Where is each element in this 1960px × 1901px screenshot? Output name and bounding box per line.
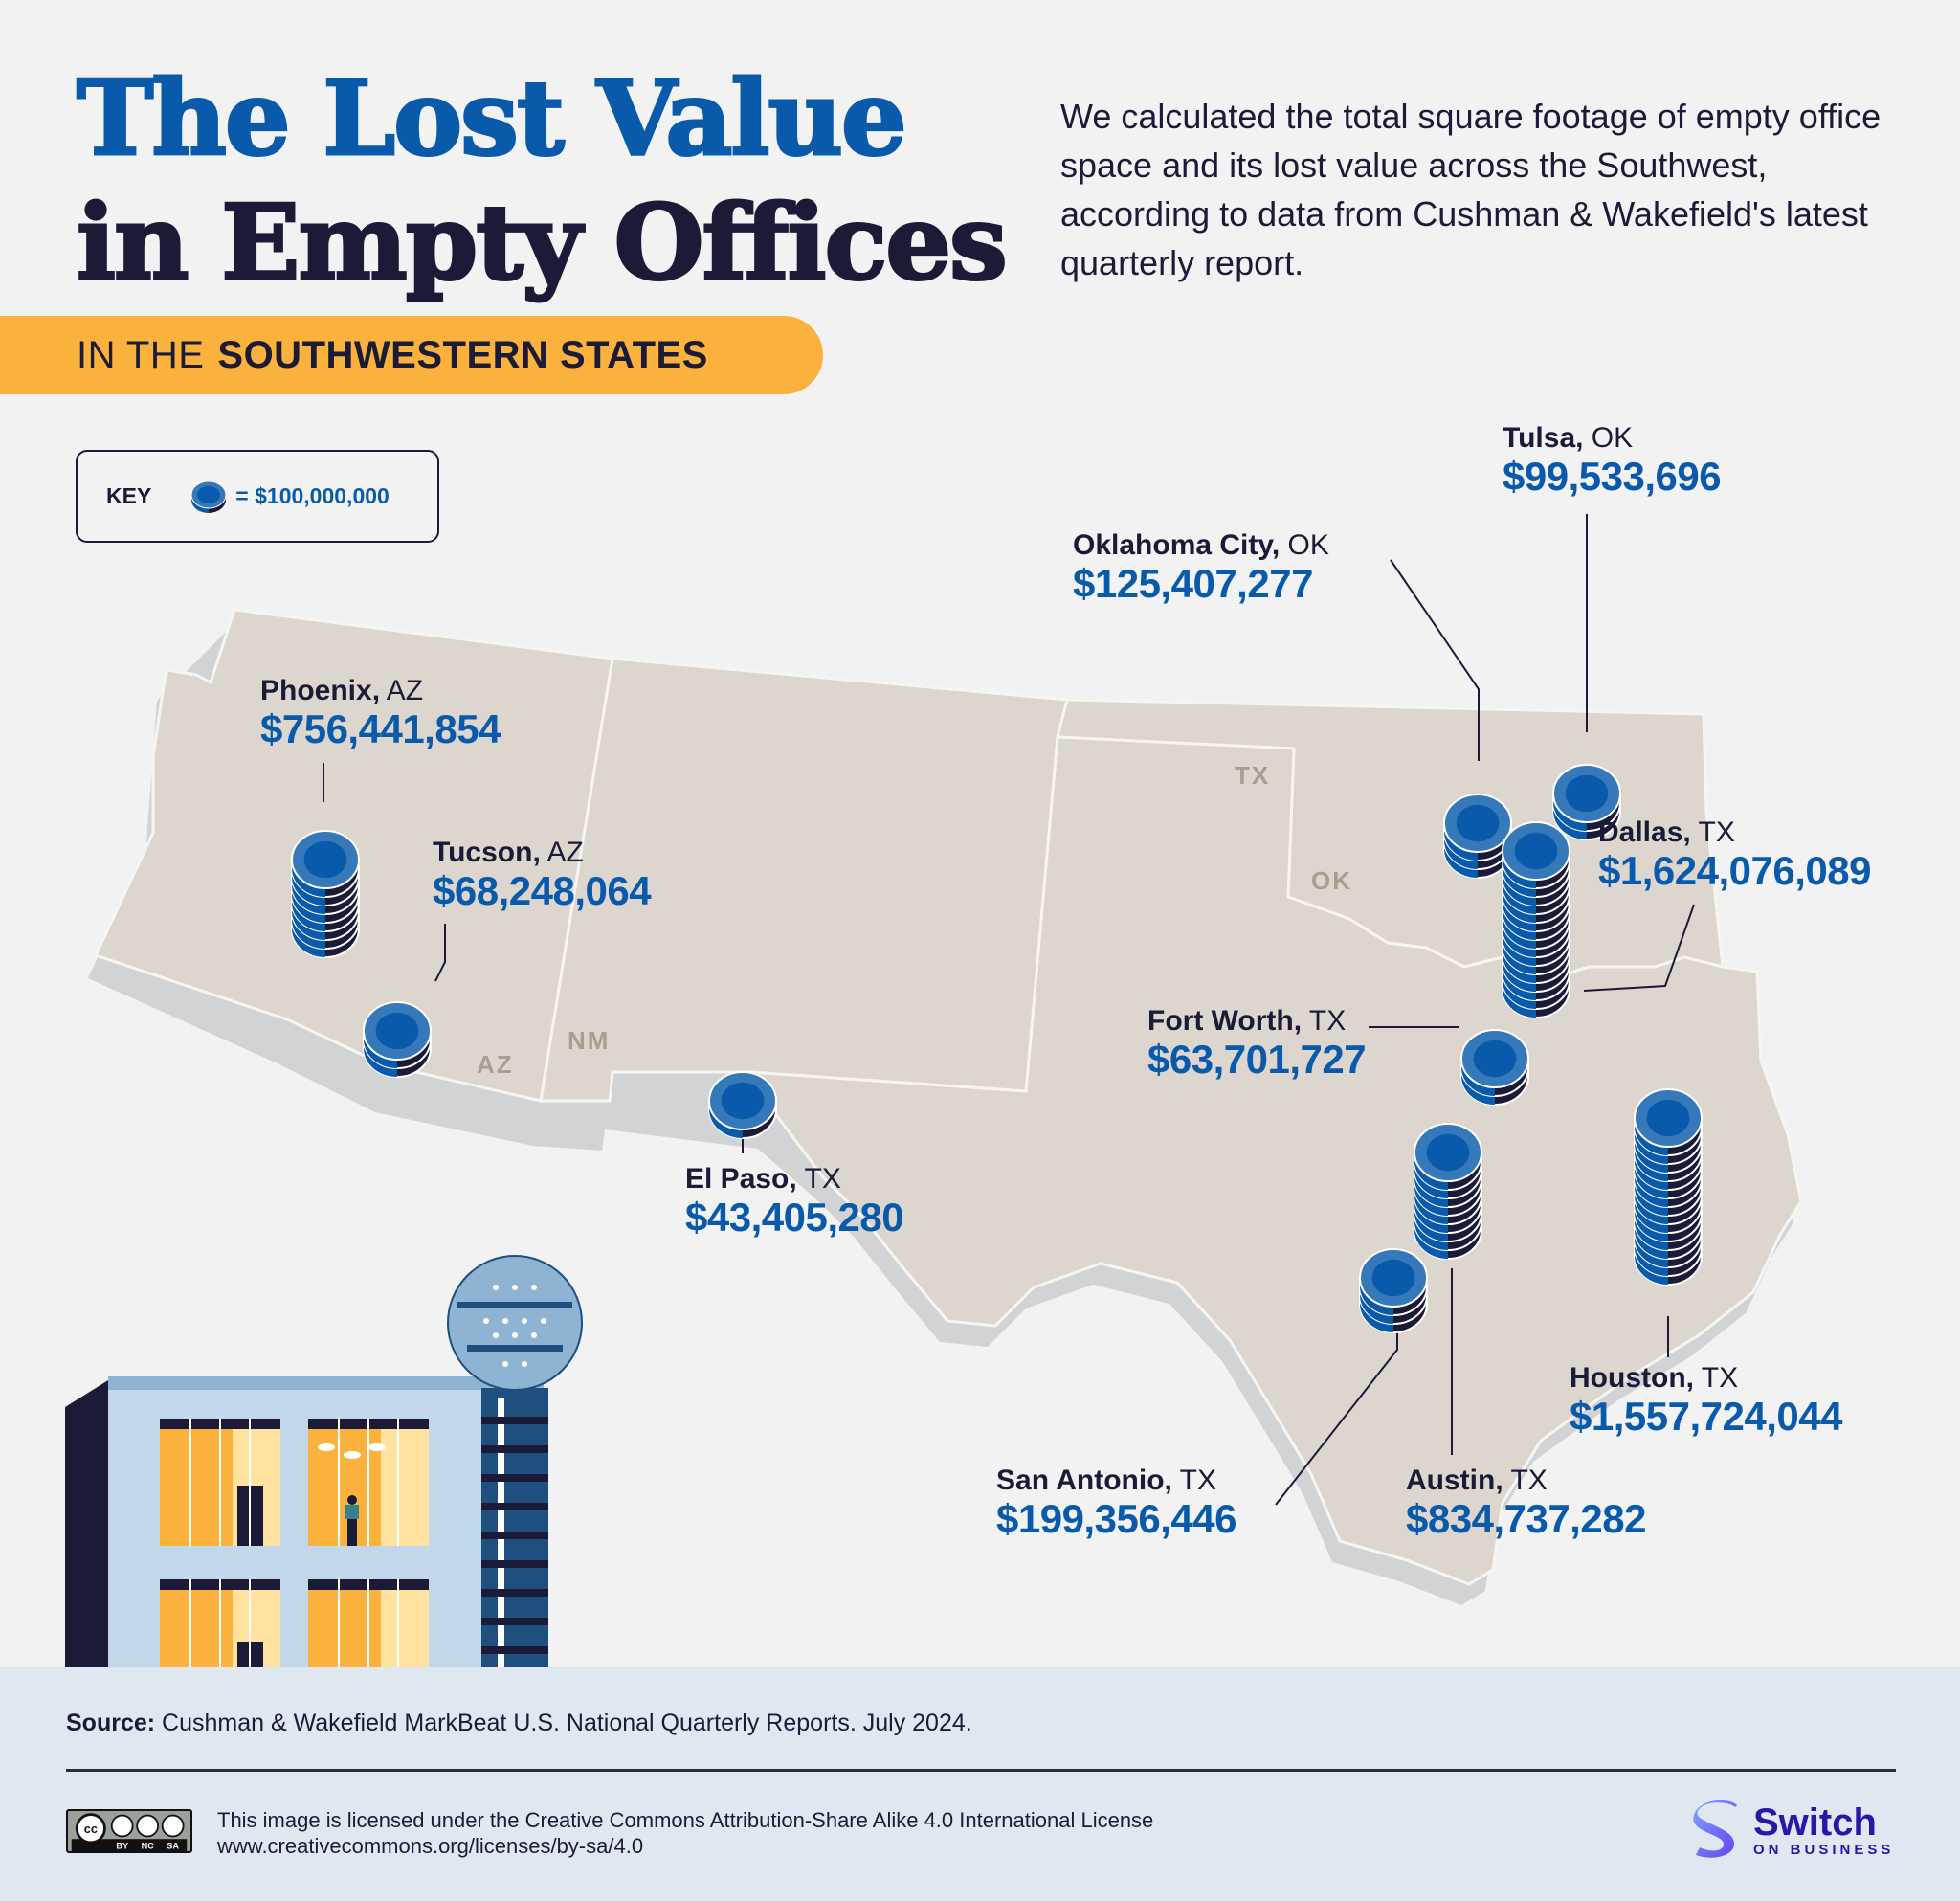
city-value: $99,533,696 [1503, 454, 1722, 499]
source-label: Source: [66, 1710, 156, 1736]
footer-divider [66, 1769, 1896, 1772]
city-name: Fort Worth, TX [1147, 1005, 1347, 1037]
city-name: San Antonio, TX [996, 1465, 1217, 1496]
state-label-nm: NM [568, 1026, 611, 1055]
city-value: $68,248,064 [433, 868, 652, 913]
city-label-tucson: Tucson, AZ $68,248,064 [433, 837, 652, 913]
city-name: Oklahoma City, OK [1073, 529, 1329, 561]
coin-stack-tulsa [1552, 764, 1621, 840]
city-value: $199,356,446 [996, 1496, 1236, 1541]
switch-logo-icon [1693, 1800, 1737, 1858]
office-windows [160, 1419, 429, 1667]
city-label-oklahoma-city: Oklahoma City, OK $125,407,277 [1073, 529, 1329, 606]
title-line-1: The Lost Value [76, 58, 909, 179]
city-name: Tucson, AZ [433, 837, 584, 868]
map-states [93, 608, 1803, 1586]
city-label-austin: Austin, TX $834,737,282 [1406, 1465, 1646, 1541]
city-name: Tulsa, OK [1503, 422, 1634, 454]
page-title: The Lost Value in Empty Offices [76, 58, 1010, 303]
city-label-fort-worth: Fort Worth, TX $63,701,727 [1147, 1005, 1367, 1082]
city-name: El Paso, TX [685, 1163, 841, 1195]
svg-text:NC: NC [142, 1841, 155, 1850]
city-value: $1,557,724,044 [1570, 1394, 1842, 1439]
city-label-san-antonio: San Antonio, TX $199,356,446 [996, 1465, 1236, 1541]
coin-stack-oklahoma-city [1443, 794, 1512, 879]
city-label-el-paso: El Paso, TX $43,405,280 [685, 1163, 904, 1240]
brand-logo[interactable]: Switch ON BUSINESS [1692, 1800, 1894, 1861]
sa-icon [161, 1814, 185, 1838]
subtitle-banner: IN THE SOUTHWESTERN STATES [0, 316, 823, 394]
license-text: This image is licensed under the Creativ… [217, 1807, 1153, 1859]
city-name: Houston, TX [1570, 1362, 1739, 1394]
building-side [65, 1380, 108, 1667]
state-label-ok: OK [1311, 866, 1352, 895]
subtitle-thin: IN THE [77, 333, 205, 376]
city-value: $756,441,854 [260, 706, 501, 751]
coin-stack-el-paso [708, 1071, 777, 1139]
svg-text:cc: cc [84, 1822, 98, 1836]
coin-stack-san-antonio [1359, 1248, 1428, 1333]
state-texas [747, 735, 1803, 1586]
state-label-tx: TX [1235, 761, 1271, 790]
building-illustration [65, 1255, 583, 1667]
svg-text:BY: BY [116, 1841, 128, 1850]
coin-stack-fort-worth [1460, 1029, 1529, 1106]
creative-commons-badge[interactable]: cc BY NC SA [66, 1809, 192, 1853]
footer [0, 1667, 1960, 1901]
city-label-tulsa: Tulsa, OK $99,533,696 [1503, 422, 1722, 499]
coin-stack-phoenix [291, 830, 360, 958]
coin-stack-dallas [1502, 821, 1570, 1018]
city-label-houston: Houston, TX $1,557,724,044 [1570, 1362, 1842, 1439]
city-value: $43,405,280 [685, 1195, 904, 1240]
source-note: Source: Cushman & Wakefield MarkBeat U.S… [66, 1710, 972, 1737]
source-text: Cushman & Wakefield MarkBeat U.S. Nation… [162, 1710, 972, 1736]
city-label-dallas: Dallas, TX $1,624,076,089 [1598, 816, 1871, 893]
key-value: = $100,000,000 [235, 483, 390, 508]
svg-text:SA: SA [167, 1841, 179, 1850]
coin-stack-tucson [363, 1001, 432, 1078]
brand-name: Switch [1753, 1800, 1877, 1844]
city-name: Phoenix, AZ [260, 675, 424, 706]
license-url[interactable]: www.creativecommons.org/licenses/by-sa/4… [217, 1834, 644, 1858]
coin-stacks [291, 764, 1703, 1333]
state-label-az: AZ [477, 1050, 514, 1079]
title-line-2: in Empty Offices [76, 183, 1010, 303]
city-name: Austin, TX [1406, 1465, 1548, 1496]
city-label-phoenix: Phoenix, AZ $756,441,854 [260, 675, 501, 751]
city-value: $125,407,277 [1073, 561, 1313, 606]
subtitle-bold: SOUTHWESTERN STATES [217, 333, 708, 376]
nc-icon [136, 1814, 160, 1838]
legend-key: KEY = $100,000,000 [76, 450, 439, 543]
city-value: $63,701,727 [1147, 1037, 1367, 1082]
intro-text: We calculated the total square footage o… [1060, 97, 1882, 282]
pendant-lights [318, 1443, 386, 1459]
reunion-tower [447, 1255, 583, 1667]
coin-stack-houston [1634, 1088, 1703, 1286]
license-line-1: This image is licensed under the Creativ… [217, 1808, 1154, 1832]
person-figure [345, 1495, 359, 1546]
coin-icon [190, 481, 227, 513]
building-roof [108, 1376, 544, 1390]
city-name: Dallas, TX [1598, 816, 1735, 848]
city-value: $1,624,076,089 [1598, 848, 1871, 893]
coin-stack-austin [1414, 1123, 1482, 1260]
brand-subtitle: ON BUSINESS [1753, 1841, 1895, 1858]
key-label: KEY [106, 483, 152, 508]
by-icon [110, 1814, 134, 1838]
city-value: $834,737,282 [1406, 1496, 1646, 1541]
